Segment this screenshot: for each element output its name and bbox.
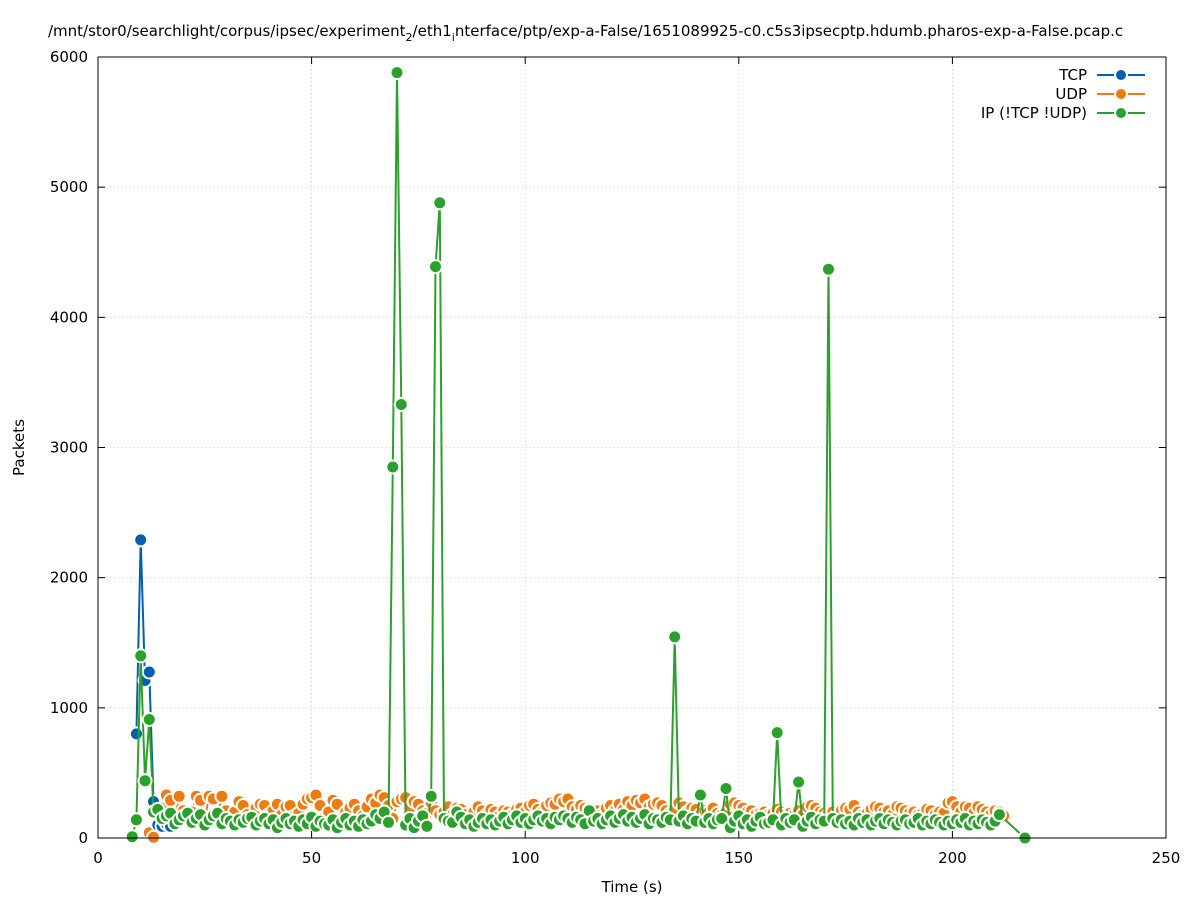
- title-part-1: /mnt/stor0/searchlight/corpus/ipsec/expe…: [48, 22, 406, 40]
- data-point: [133, 532, 149, 548]
- title-part-2: /eth1: [413, 22, 452, 40]
- data-point: [821, 261, 836, 277]
- y-tick-label: 2000: [50, 569, 88, 587]
- data-point: [171, 788, 187, 804]
- legend-marker: [1114, 68, 1128, 82]
- x-tick-label: 0: [93, 849, 103, 867]
- x-tick-label: 200: [938, 849, 967, 867]
- data-point: [423, 788, 439, 804]
- data-point: [432, 195, 448, 211]
- chart-title: /mnt/stor0/searchlight/corpus/ipsec/expe…: [48, 22, 1123, 44]
- data-point: [991, 807, 1007, 823]
- y-tick-label: 0: [78, 829, 88, 847]
- x-tick-label: 50: [302, 849, 321, 867]
- data-point: [385, 459, 401, 475]
- legend-marker: [1114, 87, 1128, 101]
- data-point: [128, 726, 144, 742]
- series-layer: [124, 65, 1033, 846]
- legend-marker: [1114, 106, 1128, 120]
- y-tick-label: 1000: [50, 699, 88, 717]
- data-point: [428, 259, 443, 275]
- data-point: [141, 664, 157, 680]
- data-point: [381, 814, 396, 830]
- series-2: [124, 65, 1033, 846]
- axis-ticks: 0 50 100 150 200 250 0 1000 2000 3000 4000 5000 6000: [50, 48, 1181, 867]
- legend-label: TCP: [1058, 66, 1087, 84]
- grid-lines: [98, 57, 1166, 838]
- data-point: [141, 712, 157, 727]
- data-point: [718, 781, 734, 796]
- x-axis-label: Time (s): [601, 878, 663, 896]
- data-point: [419, 818, 435, 834]
- x-tick-label: 150: [724, 849, 753, 867]
- y-tick-label: 3000: [50, 439, 88, 457]
- title-subscript-2: i: [452, 31, 455, 44]
- data-point: [137, 773, 153, 789]
- data-point: [389, 65, 405, 81]
- data-point: [214, 788, 230, 804]
- data-point: [128, 812, 144, 828]
- title-part-3: nterface/ptp/exp-a-False/1651089925-c0.c…: [455, 22, 1123, 40]
- data-point: [692, 787, 708, 803]
- y-axis-label: Packets: [10, 419, 28, 476]
- data-point: [393, 397, 409, 412]
- data-point: [146, 829, 161, 845]
- y-tick-label: 5000: [50, 178, 88, 196]
- legend-label: IP (!TCP !UDP): [981, 104, 1087, 122]
- data-point: [133, 648, 149, 664]
- data-point: [667, 629, 683, 645]
- title-subscript-1: 2: [406, 31, 413, 44]
- y-tick-label: 6000: [50, 48, 88, 66]
- x-tick-label: 250: [1152, 849, 1181, 867]
- data-point: [791, 774, 807, 790]
- data-point: [769, 725, 785, 741]
- y-tick-label: 4000: [50, 308, 88, 326]
- legend-label: UDP: [1055, 85, 1087, 103]
- x-tick-label: 100: [511, 849, 540, 867]
- data-point: [124, 829, 140, 845]
